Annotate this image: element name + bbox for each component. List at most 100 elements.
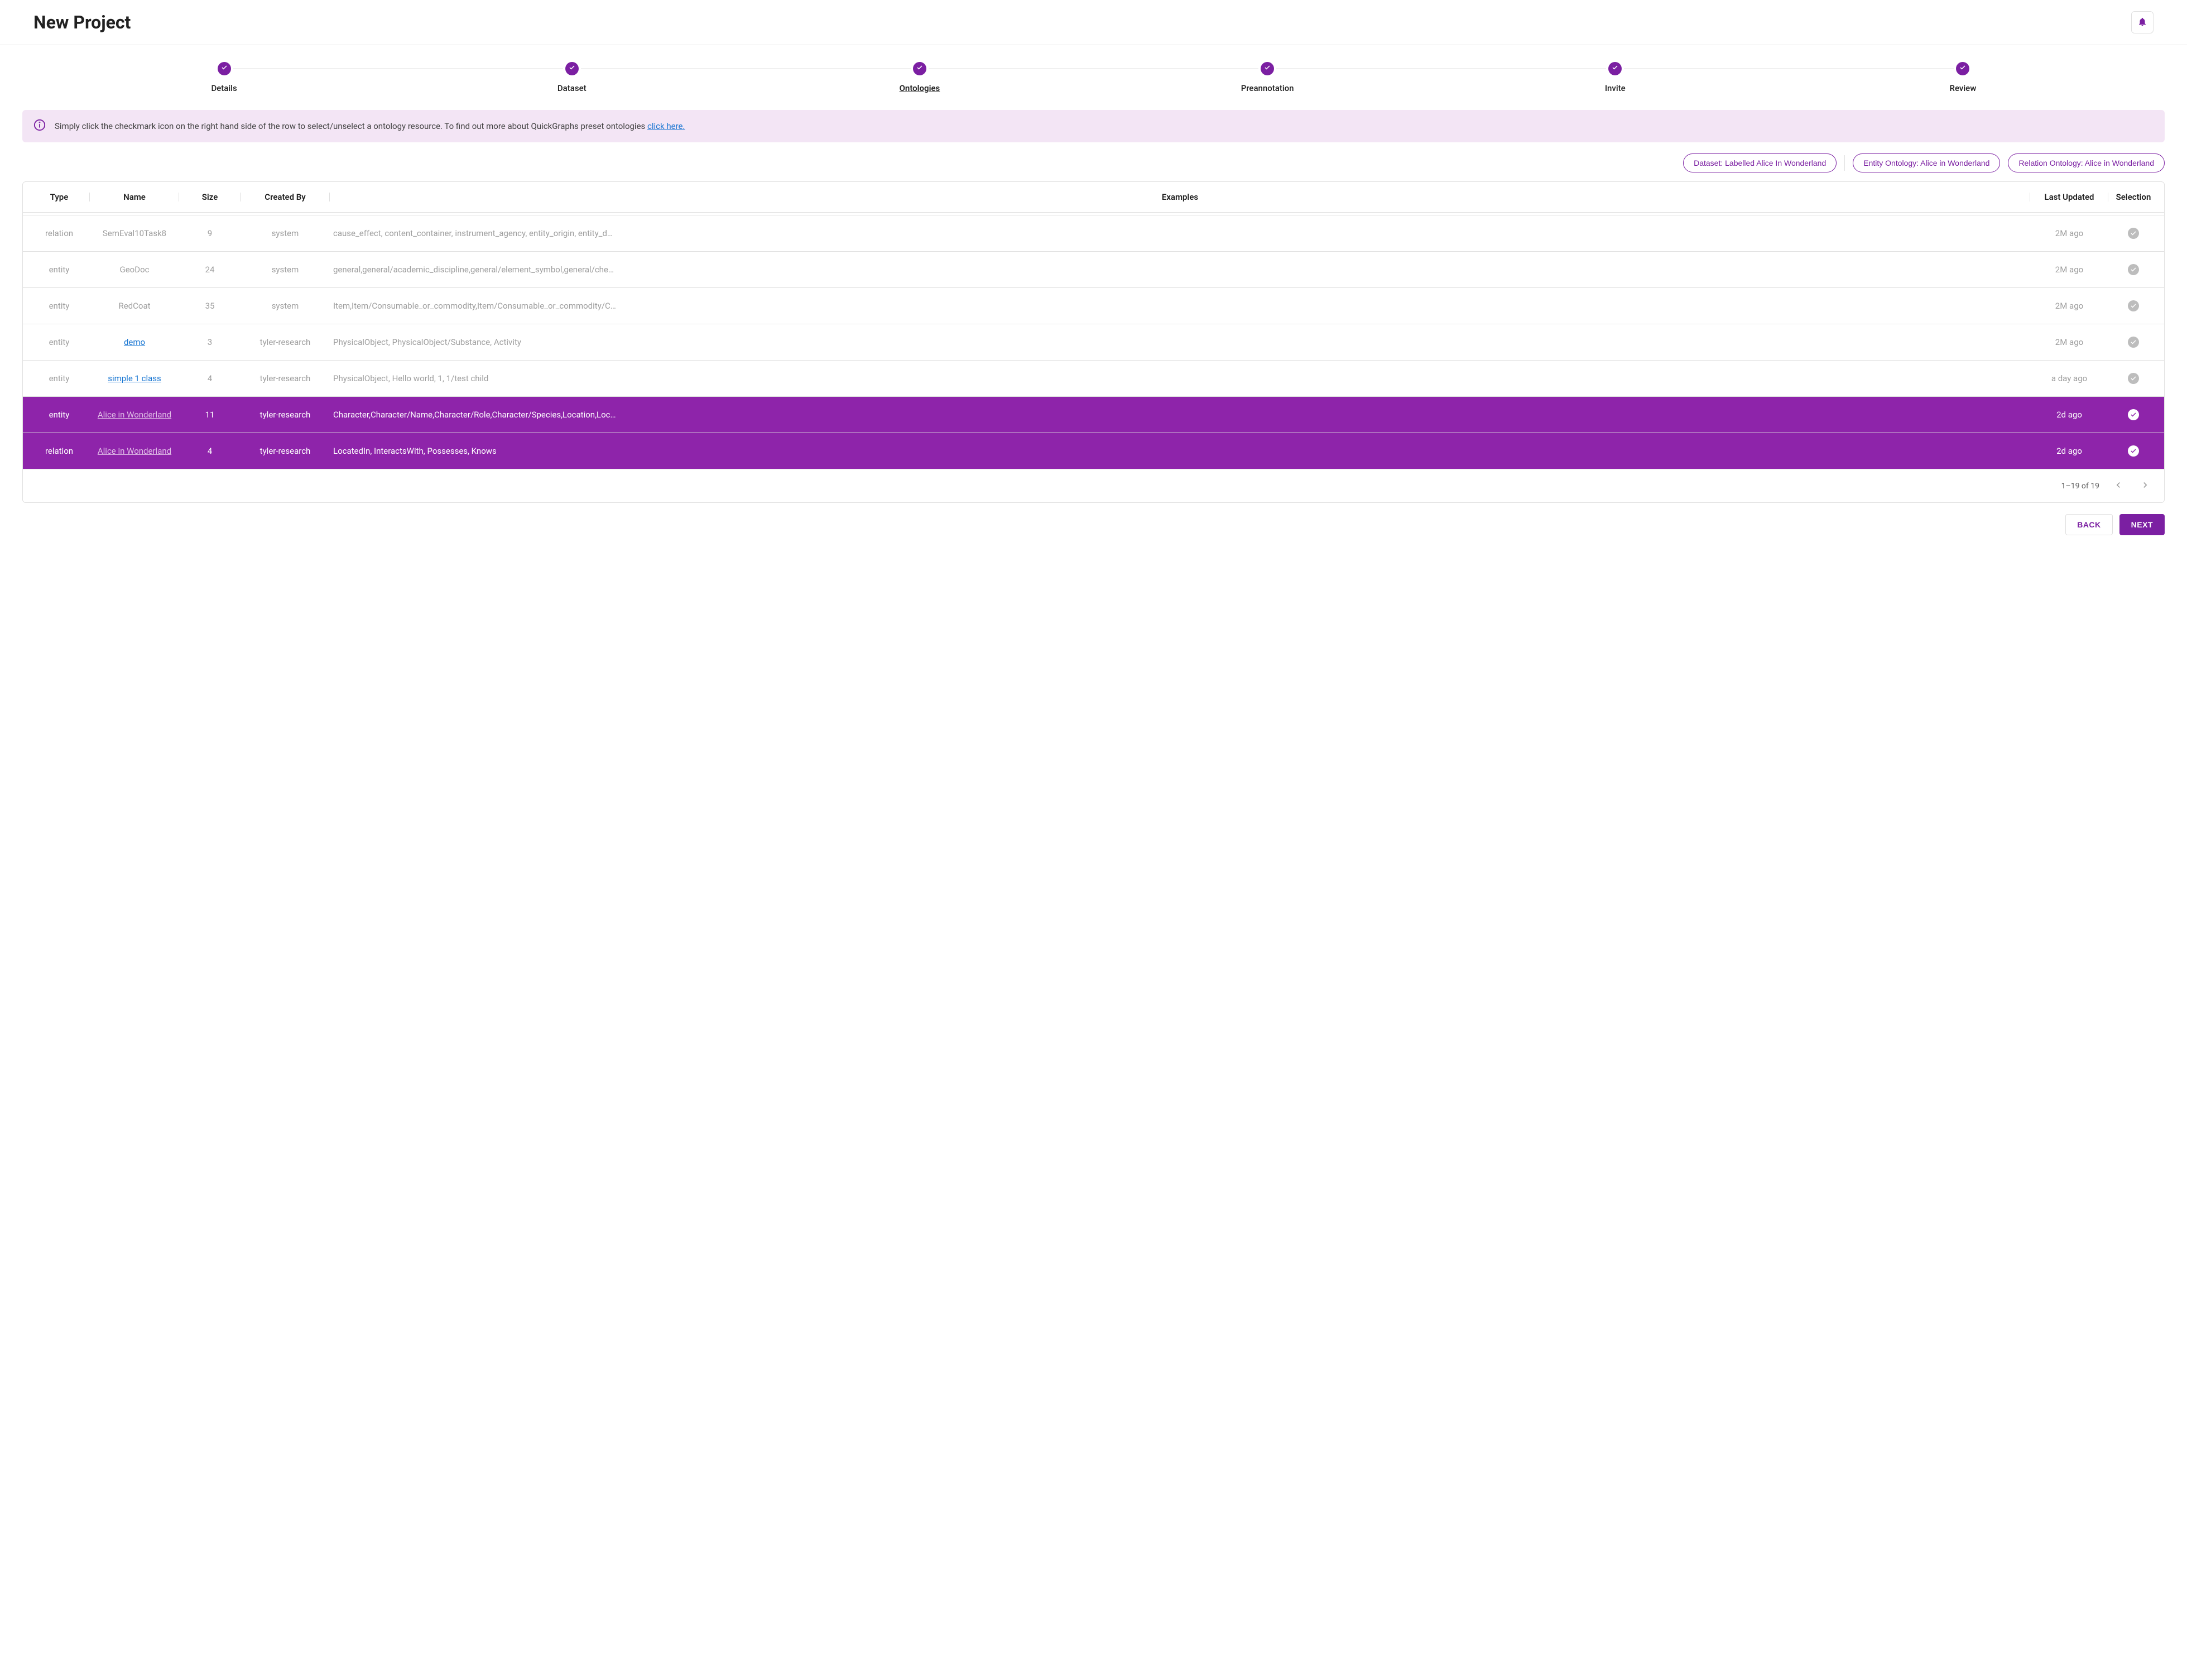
step-label: Review: [1950, 83, 1977, 93]
step-invite[interactable]: Invite: [1441, 62, 1789, 93]
info-text: Simply click the checkmark icon on the r…: [55, 121, 685, 131]
check-icon: [1959, 64, 1966, 73]
table-row[interactable]: entitysimple 1 class4tyler-researchPhysi…: [23, 361, 2164, 397]
next-button[interactable]: NEXT: [2119, 514, 2165, 535]
column-header-created-by[interactable]: Created By: [241, 192, 330, 202]
cell-type: relation: [28, 228, 90, 238]
info-link[interactable]: click here.: [647, 121, 685, 131]
table-row[interactable]: entityRedCoat35systemItem,Item/Consumabl…: [23, 288, 2164, 324]
cell-selection: [2108, 337, 2159, 348]
chip-entity-ontology[interactable]: Entity Ontology: Alice in Wonderland: [1853, 153, 2000, 172]
step-circle: [1261, 62, 1274, 75]
table-row[interactable]: entityAlice in Wonderland11tyler-researc…: [23, 397, 2164, 433]
table-row[interactable]: relationSemEval10Task89systemcause_effec…: [23, 215, 2164, 252]
step-preannotation[interactable]: Preannotation: [1094, 62, 1441, 93]
table-body: relationSemEval10Task89systemcause_effec…: [23, 213, 2164, 469]
select-toggle-icon[interactable]: [2128, 445, 2139, 457]
column-header-name[interactable]: Name: [90, 192, 179, 202]
cell-selection: [2108, 300, 2159, 311]
cell-selection: [2108, 373, 2159, 384]
cell-type: relation: [28, 446, 90, 456]
step-ontologies[interactable]: Ontologies: [746, 62, 1093, 93]
step-circle: [565, 62, 579, 75]
cell-name: RedCoat: [90, 301, 179, 311]
notifications-button[interactable]: [2131, 11, 2154, 33]
wizard-actions: BACK NEXT: [22, 514, 2165, 535]
cell-updated: 2M ago: [2030, 301, 2108, 311]
table-row[interactable]: entitydemo3tyler-researchPhysicalObject,…: [23, 324, 2164, 361]
cell-selection: [2108, 445, 2159, 457]
next-page-button[interactable]: [2137, 477, 2153, 495]
cell-type: entity: [28, 265, 90, 275]
cell-updated: 2M ago: [2030, 265, 2108, 275]
column-header-examples[interactable]: Examples: [330, 192, 2030, 202]
cell-name: SemEval10Task8: [90, 228, 179, 238]
cell-examples: Character,Character/Name,Character/Role,…: [330, 410, 2030, 420]
cell-updated: 2M ago: [2030, 337, 2108, 347]
select-toggle-icon[interactable]: [2128, 300, 2139, 311]
cell-created-by: tyler-research: [241, 410, 330, 420]
step-label: Details: [211, 83, 237, 93]
step-circle: [1608, 62, 1622, 75]
resource-link[interactable]: demo: [124, 337, 145, 347]
check-icon: [221, 64, 228, 73]
select-toggle-icon[interactable]: [2128, 228, 2139, 239]
ontology-table: TypeNameSizeCreated ByExamplesLast Updat…: [22, 181, 2165, 503]
cell-selection: [2108, 409, 2159, 420]
chip-divider: [1844, 155, 1845, 171]
cell-size: 3: [179, 337, 241, 347]
column-header-selection[interactable]: Selection: [2108, 192, 2159, 202]
cell-size: 4: [179, 446, 241, 456]
chip-dataset[interactable]: Dataset: Labelled Alice In Wonderland: [1683, 153, 1837, 172]
prev-page-button[interactable]: [2111, 477, 2126, 495]
cell-examples: general,general/academic_discipline,gene…: [330, 265, 2030, 275]
table-row[interactable]: entityGeoDoc24systemgeneral,general/acad…: [23, 252, 2164, 288]
cell-examples: LocatedIn, InteractsWith, Possesses, Kno…: [330, 446, 2030, 456]
step-review[interactable]: Review: [1789, 62, 2137, 93]
pagination-label: 1–19 of 19: [2061, 482, 2099, 491]
step-dataset[interactable]: Dataset: [398, 62, 746, 93]
cell-created-by: system: [241, 301, 330, 311]
cell-name: Alice in Wonderland: [90, 410, 179, 420]
resource-link[interactable]: simple 1 class: [108, 373, 161, 383]
table-header: TypeNameSizeCreated ByExamplesLast Updat…: [23, 182, 2164, 213]
cell-examples: PhysicalObject, Hello world, 1, 1/test c…: [330, 373, 2030, 383]
resource-link[interactable]: Alice in Wonderland: [98, 446, 171, 456]
cell-name: demo: [90, 337, 179, 347]
cell-name: Alice in Wonderland: [90, 446, 179, 456]
select-toggle-icon[interactable]: [2128, 337, 2139, 348]
chevron-left-icon: [2113, 479, 2124, 492]
resource-link[interactable]: Alice in Wonderland: [98, 410, 171, 420]
column-header-type[interactable]: Type: [28, 192, 90, 202]
cell-size: 35: [179, 301, 241, 311]
cell-examples: PhysicalObject, PhysicalObject/Substance…: [330, 337, 2030, 347]
cell-created-by: tyler-research: [241, 373, 330, 383]
cell-size: 4: [179, 373, 241, 383]
check-icon: [1264, 64, 1271, 73]
info-icon: [33, 119, 46, 133]
select-toggle-icon[interactable]: [2128, 264, 2139, 275]
back-button[interactable]: BACK: [2065, 514, 2112, 535]
select-toggle-icon[interactable]: [2128, 373, 2139, 384]
info-banner: Simply click the checkmark icon on the r…: [22, 110, 2165, 142]
step-label: Preannotation: [1241, 83, 1294, 93]
cell-examples: cause_effect, content_container, instrum…: [330, 228, 2030, 238]
cell-name: simple 1 class: [90, 373, 179, 383]
step-label: Dataset: [557, 83, 587, 93]
step-circle: [218, 62, 231, 75]
cell-updated: a day ago: [2030, 373, 2108, 383]
check-icon: [1612, 64, 1618, 73]
chip-relation-ontology[interactable]: Relation Ontology: Alice in Wonderland: [2008, 153, 2165, 172]
step-details[interactable]: Details: [50, 62, 398, 93]
cell-type: entity: [28, 410, 90, 420]
step-circle: [1956, 62, 1969, 75]
cell-type: entity: [28, 301, 90, 311]
column-header-last-updated[interactable]: Last Updated: [2030, 192, 2108, 202]
cell-updated: 2d ago: [2030, 410, 2108, 420]
table-row[interactable]: relationAlice in Wonderland4tyler-resear…: [23, 433, 2164, 469]
table-footer: 1–19 of 19: [23, 469, 2164, 502]
step-circle: [913, 62, 926, 75]
column-header-size[interactable]: Size: [179, 192, 241, 202]
select-toggle-icon[interactable]: [2128, 409, 2139, 420]
cell-created-by: tyler-research: [241, 337, 330, 347]
